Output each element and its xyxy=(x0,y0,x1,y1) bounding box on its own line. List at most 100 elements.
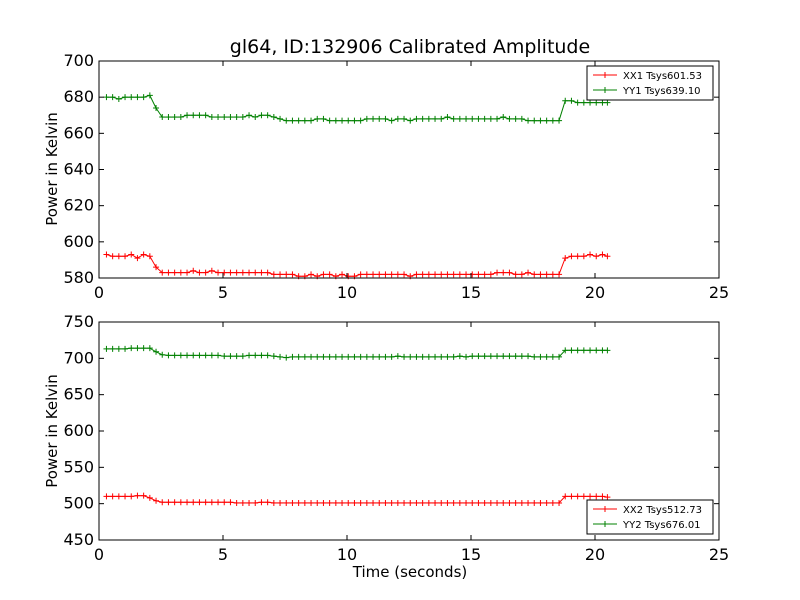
bottom-series-1-point xyxy=(134,345,141,352)
bottom-series-1-point xyxy=(345,353,352,360)
bottom-series-0-point xyxy=(394,499,401,506)
top-series-1-point xyxy=(574,99,581,106)
bottom-x-tick-label: 15 xyxy=(461,545,481,564)
bottom-y-tick-label: 550 xyxy=(63,457,94,476)
bottom-series-0-point xyxy=(562,493,569,500)
bottom-series-1-point xyxy=(518,353,525,360)
top-series-0-point xyxy=(215,269,222,276)
bottom-series-0-point xyxy=(283,499,290,506)
top-series-layer xyxy=(103,92,611,280)
top-series-0-point xyxy=(537,271,544,278)
top-series-0-point xyxy=(103,251,110,258)
bottom-series-0-point xyxy=(202,499,209,506)
top-series-0-point xyxy=(140,251,147,258)
bottom-series-0-point xyxy=(332,499,339,506)
bottom-series-1-point xyxy=(580,347,587,354)
bottom-series-1-point xyxy=(525,353,532,360)
top-series-1-point xyxy=(394,115,401,122)
bottom-series-0-point xyxy=(258,499,265,506)
top-series-1-point xyxy=(103,94,110,101)
bottom-series-0-point xyxy=(438,499,445,506)
bottom-series-0-point xyxy=(215,499,222,506)
top-series-0-point xyxy=(128,251,135,258)
bottom-series-0-point xyxy=(159,499,166,506)
top-series-1-point xyxy=(506,115,513,122)
top-series-1-point xyxy=(159,114,166,121)
bottom-series-0-point xyxy=(239,499,246,506)
top-series-0-point xyxy=(277,271,284,278)
top-series-0-point xyxy=(562,255,569,262)
top-series-1-point xyxy=(221,114,228,121)
bottom-series-0-point xyxy=(568,493,575,500)
bottom-series-1-point xyxy=(562,347,569,354)
top-series-1-point xyxy=(456,115,463,122)
top-series-1-point xyxy=(537,117,544,124)
bottom-series-0-point xyxy=(227,499,234,506)
top-series-0-point xyxy=(494,269,501,276)
bottom-series-1-point xyxy=(357,353,364,360)
top-series-0-point xyxy=(518,271,525,278)
bottom-y-tick-label: 500 xyxy=(63,494,94,513)
top-series-0-point xyxy=(122,253,129,260)
bottom-series-1-point xyxy=(128,345,135,352)
bottom-series-1-point xyxy=(190,352,197,359)
top-y-tick-label: 700 xyxy=(63,51,94,70)
bottom-series-1-point xyxy=(227,353,234,360)
top-series-1-point xyxy=(469,115,476,122)
top-series-0-point xyxy=(568,253,575,260)
bottom-series-1-point xyxy=(512,353,519,360)
bottom-series-layer xyxy=(103,345,611,506)
top-series-1-point xyxy=(332,117,339,124)
top-series-1-point xyxy=(370,115,377,122)
bottom-series-1-point xyxy=(177,352,184,359)
bottom-series-0-point xyxy=(599,493,606,500)
bottom-x-tick-label: 5 xyxy=(218,545,228,564)
top-series-1-point xyxy=(345,117,352,124)
top-series-1-point xyxy=(233,114,240,121)
bottom-series-0-point xyxy=(289,499,296,506)
bottom-series-0-point xyxy=(487,499,494,506)
bottom-series-0-point xyxy=(580,493,587,500)
top-x-tick-label: 10 xyxy=(337,283,357,302)
top-series-1-point xyxy=(202,112,209,119)
bottom-series-1-point xyxy=(370,353,377,360)
top-series-1-point xyxy=(109,94,116,101)
top-series-1-point xyxy=(196,112,203,119)
top-series-1-point xyxy=(153,105,160,112)
top-series-0-point xyxy=(512,271,519,278)
top-series-0-point xyxy=(481,271,488,278)
bottom-series-0-point xyxy=(128,493,135,500)
bottom-series-0-point xyxy=(500,499,507,506)
bottom-series-0-point xyxy=(531,499,538,506)
top-series-0-point xyxy=(153,264,160,271)
chart-title: gl64, ID:132906 Calibrated Amplitude xyxy=(230,36,590,58)
bottom-series-1-line xyxy=(106,347,608,359)
bottom-series-0-point xyxy=(153,497,160,504)
bottom-series-0-point xyxy=(475,499,482,506)
top-series-1-line xyxy=(106,94,608,122)
top-series-1-point xyxy=(587,99,594,106)
bottom-series-0-point xyxy=(543,499,550,506)
bottom-series-0-point xyxy=(122,493,129,500)
bottom-series-1-point xyxy=(208,352,215,359)
top-series-0-point xyxy=(115,253,122,260)
top-series-0-point xyxy=(593,253,600,260)
top-series-0-point xyxy=(109,253,116,260)
bottom-series-1-point xyxy=(314,353,321,360)
bottom-series-0-point xyxy=(246,499,253,506)
bottom-series-1-point xyxy=(140,345,147,352)
bottom-series-1-point xyxy=(444,353,451,360)
bottom-series-1-point xyxy=(221,353,228,360)
top-series-0-point xyxy=(289,271,296,278)
bottom-series-1-point xyxy=(506,353,513,360)
bottom-series-0-point xyxy=(308,499,315,506)
bottom-series-1-point xyxy=(537,353,544,360)
top-series-1-point xyxy=(314,115,321,122)
top-series-1-point xyxy=(481,115,488,122)
bottom-series-1-point xyxy=(556,353,563,360)
bottom-series-0-point xyxy=(190,499,197,506)
bottom-series-0-point xyxy=(146,494,153,501)
top-y-tick-label: 580 xyxy=(63,268,94,287)
top-series-0-point xyxy=(469,271,476,278)
bottom-series-0-point xyxy=(171,499,178,506)
